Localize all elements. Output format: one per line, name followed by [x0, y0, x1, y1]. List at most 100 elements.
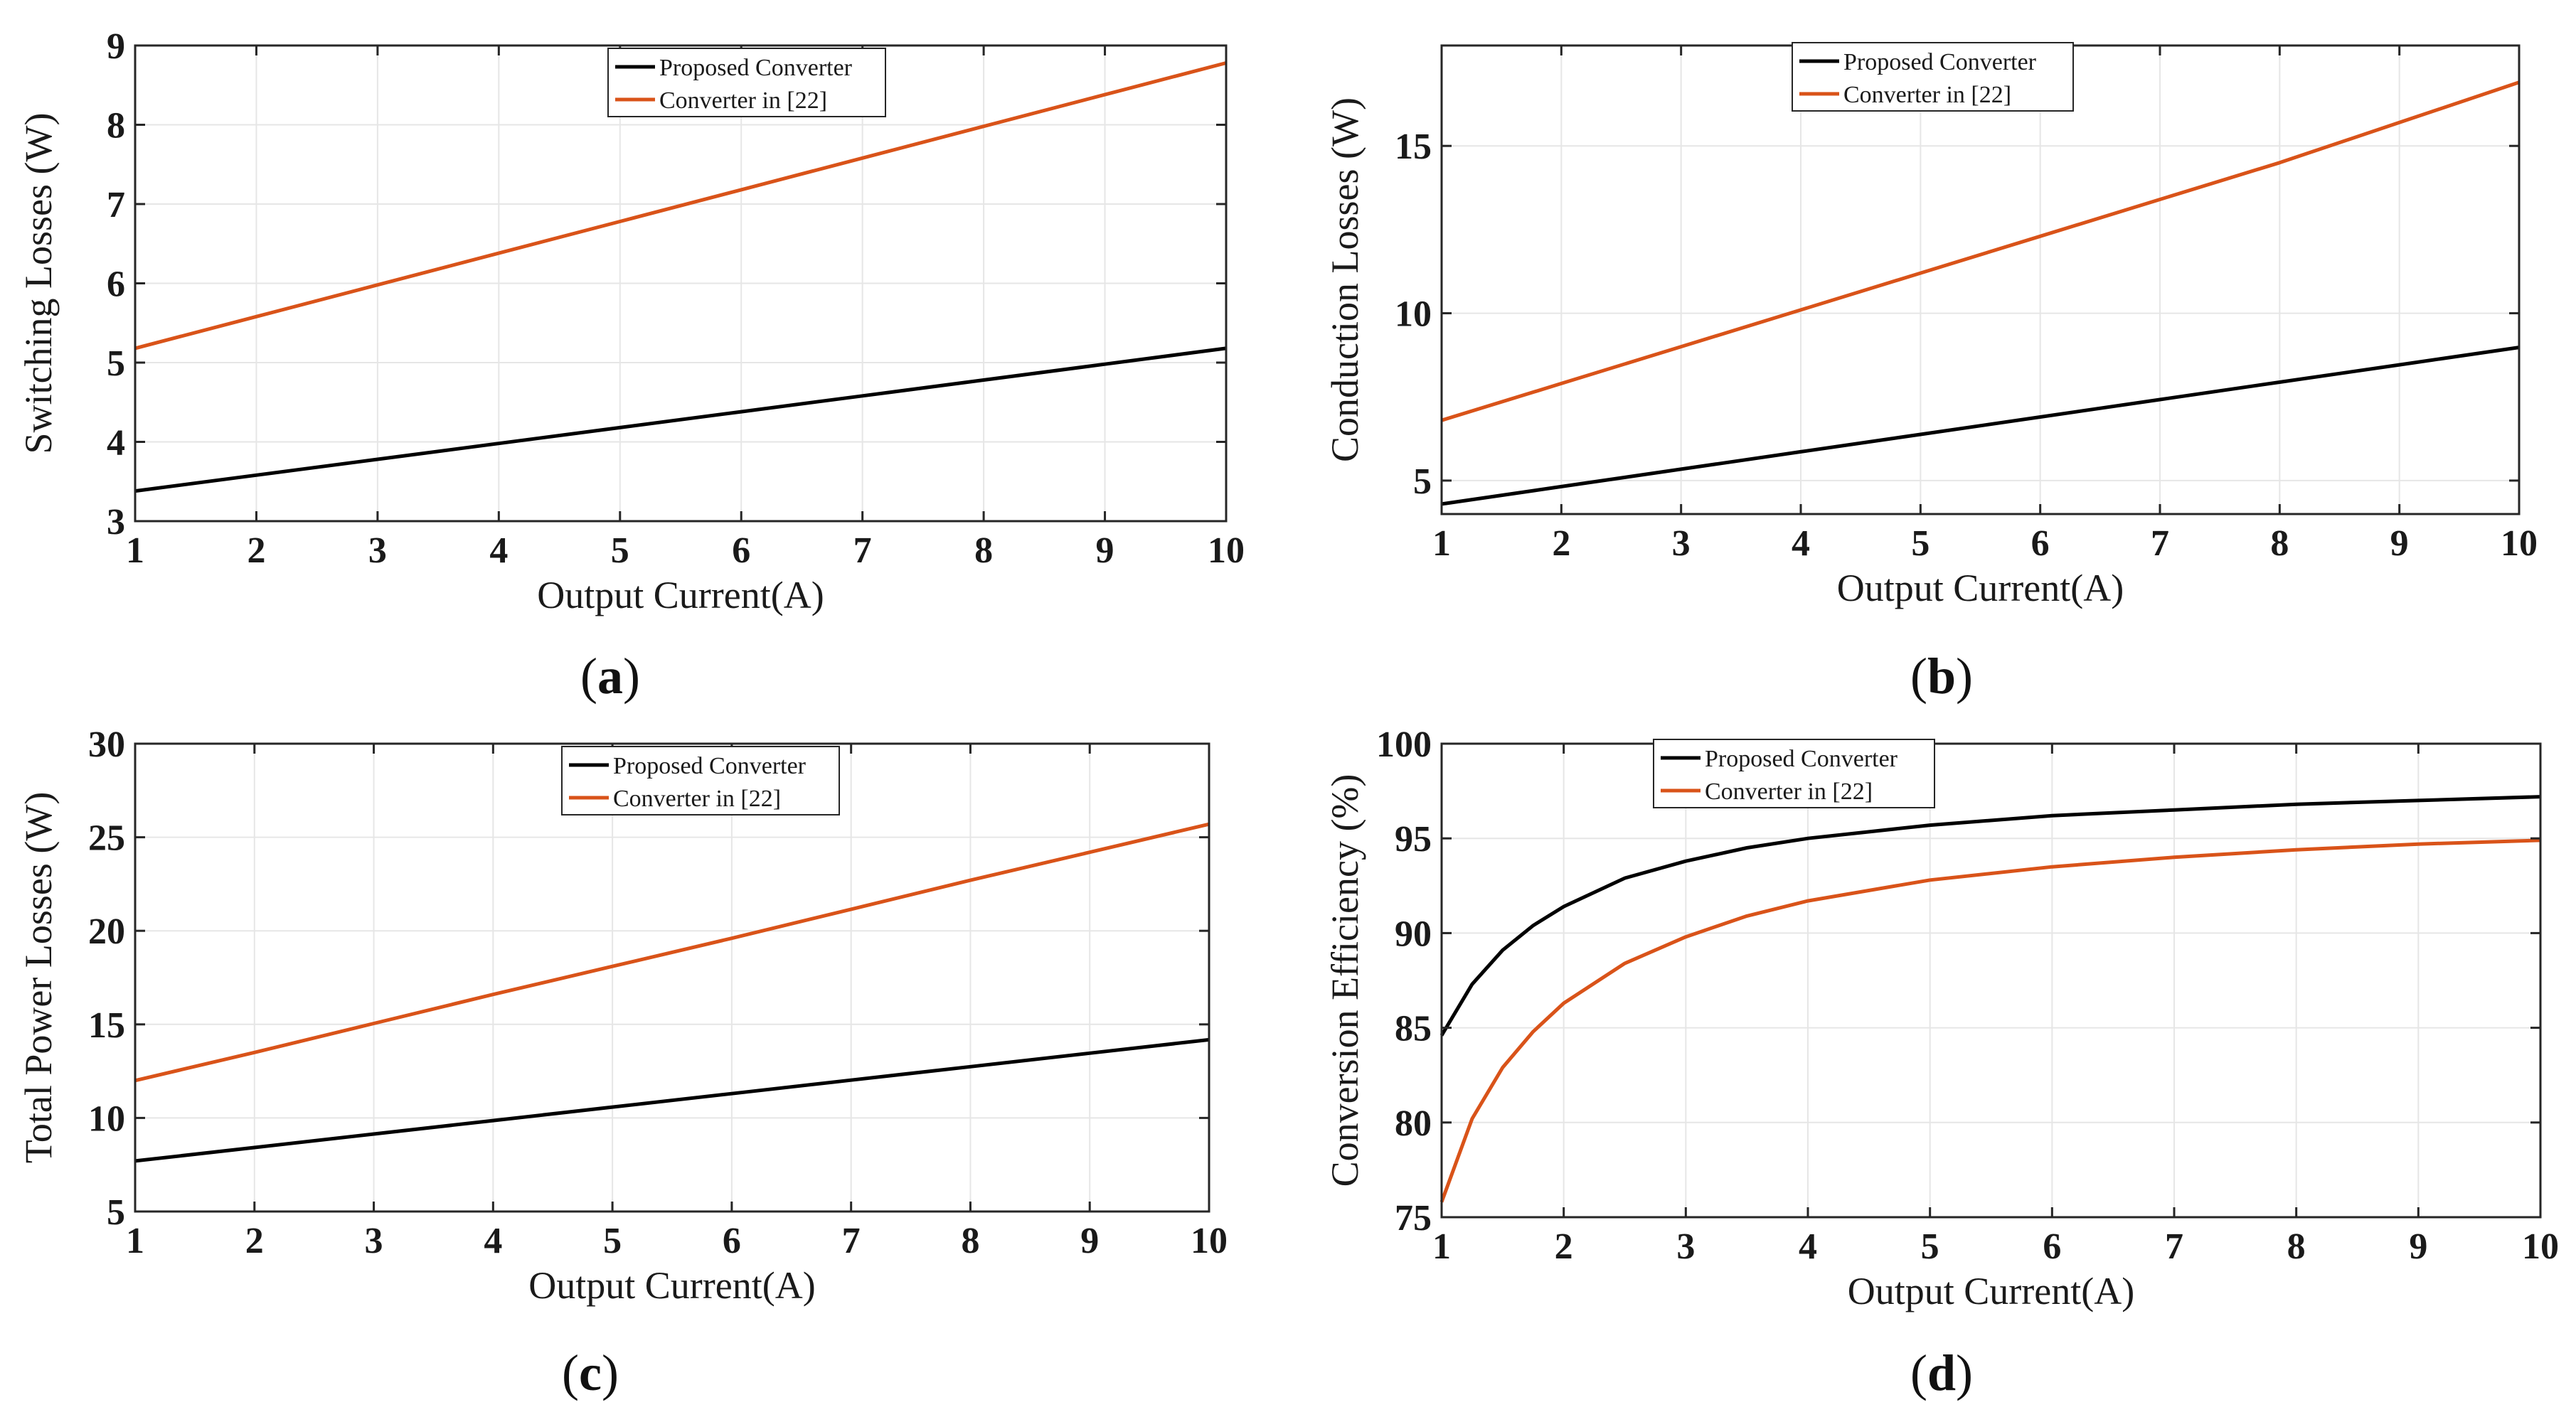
caption-close-paren: ) — [623, 648, 640, 705]
y-tick-label: 5 — [1413, 461, 1432, 502]
y-tick-label: 15 — [1395, 127, 1432, 167]
x-tick-label: 7 — [2151, 523, 2169, 564]
x-tick-label: 9 — [1096, 530, 1114, 571]
y-axis-label: Conduction Losses (W) — [1324, 97, 1366, 462]
legend-box — [1653, 739, 1935, 808]
series-line-converter-22 — [1439, 838, 2541, 1203]
x-tick-label: 8 — [974, 530, 993, 571]
x-tick-label: 3 — [1676, 1226, 1695, 1267]
x-axis-label: Output Current(A) — [1848, 1270, 2134, 1312]
x-tick-label: 7 — [853, 530, 872, 571]
x-tick-label: 9 — [2390, 523, 2409, 564]
x-tick-label: 3 — [368, 530, 387, 571]
y-axis-label: Switching Losses (W) — [17, 113, 60, 454]
chart-panel-a: 1 2 3 4 5 6 7 8 9 10 3 4 5 6 7 8 9 Output Current(A) Switc… — [17, 26, 1245, 705]
caption-open-paren: ( — [580, 648, 597, 705]
x-tick-label: 10 — [1208, 530, 1245, 571]
x-tick-label: 6 — [723, 1221, 741, 1261]
caption-close-paren: ) — [1956, 648, 1973, 705]
x-tick-label: 5 — [611, 530, 629, 571]
y-tick-label: 30 — [88, 724, 125, 765]
x-tick-label: 10 — [2522, 1226, 2559, 1267]
caption-close-paren: ) — [602, 1344, 619, 1401]
x-tick-label: 4 — [1799, 1226, 1817, 1267]
y-tick-label: 8 — [107, 106, 125, 146]
y-tick-label: 5 — [107, 343, 125, 384]
x-axis-label: Output Current(A) — [528, 1264, 815, 1307]
x-tick-label: 5 — [603, 1221, 622, 1261]
legend-entry-label: Proposed Converter — [659, 55, 853, 81]
panel-caption: (c) — [562, 1344, 619, 1401]
legend: Proposed Converter Converter in [22] — [607, 48, 886, 117]
y-tick-label: 7 — [107, 185, 125, 225]
chart-panel-c: 1 2 3 4 5 6 7 8 9 10 5 10 15 20 25 30 Output Current(A) T… — [17, 724, 1228, 1401]
series-line-proposed-converter — [134, 346, 1227, 493]
series-line-converter-22 — [1441, 80, 2520, 422]
y-tick-label: 9 — [107, 26, 125, 67]
x-axis-label: Output Current(A) — [1837, 567, 2124, 609]
legend-entry-label: Proposed Converter — [1843, 49, 2037, 75]
y-tick-label: 100 — [1376, 724, 1432, 765]
x-tick-label: 6 — [2043, 1226, 2061, 1267]
x-tick-label: 7 — [842, 1221, 861, 1261]
x-tick-label: 8 — [2287, 1226, 2306, 1267]
plot-area — [135, 744, 1209, 1212]
caption-letter: c — [579, 1344, 602, 1401]
y-tick-label: 4 — [107, 423, 125, 464]
x-tick-label: 8 — [961, 1221, 979, 1261]
series-line-proposed-converter — [1441, 346, 2520, 506]
caption-close-paren: ) — [1956, 1344, 1973, 1401]
legend-entry-label: Proposed Converter — [613, 753, 807, 779]
y-tick-label: 95 — [1395, 819, 1432, 860]
x-tick-label: 8 — [2270, 523, 2289, 564]
legend-entry-label: Converter in [22] — [1843, 82, 2011, 108]
plot-area — [1442, 46, 2519, 514]
x-tick-label: 5 — [1911, 523, 1930, 564]
y-tick-label: 15 — [88, 1005, 125, 1046]
legend: Proposed Converter Converter in [22] — [1653, 739, 1935, 808]
series-line-converter-22 — [134, 822, 1210, 1083]
x-tick-label: 3 — [365, 1221, 383, 1261]
x-tick-label: 7 — [2165, 1226, 2183, 1267]
x-tick-label: 4 — [489, 530, 508, 571]
legend-box — [607, 48, 886, 117]
x-axis-label: Output Current(A) — [537, 574, 824, 616]
x-tick-label: 6 — [732, 530, 750, 571]
x-tick-label: 4 — [484, 1221, 502, 1261]
x-tick-label: 2 — [1555, 1226, 1573, 1267]
x-tick-label: 6 — [2031, 523, 2050, 564]
x-tick-label: 9 — [1080, 1221, 1099, 1261]
y-tick-label: 3 — [107, 502, 125, 542]
x-tick-label: 2 — [1552, 523, 1570, 564]
legend-box — [1792, 42, 2074, 112]
x-tick-label: 1 — [1432, 1226, 1451, 1267]
x-tick-label: 2 — [247, 530, 265, 571]
caption-open-paren: ( — [1910, 648, 1927, 705]
panel-caption: (d) — [1910, 1344, 1973, 1401]
chart-panel-b: 1 2 3 4 5 6 7 8 9 10 5 10 15 Output Current(A) Conduct… — [1324, 42, 2538, 705]
legend: Proposed Converter Converter in [22] — [1792, 42, 2074, 112]
series-line-proposed-converter — [134, 1037, 1210, 1163]
panel-caption: (b) — [1910, 648, 1973, 705]
y-tick-label: 20 — [88, 911, 125, 952]
legend-entry-label: Proposed Converter — [1705, 746, 1898, 772]
y-tick-label: 25 — [88, 818, 125, 859]
x-tick-label: 4 — [1792, 523, 1810, 564]
panel-caption: (a) — [580, 648, 640, 705]
x-tick-label: 10 — [1191, 1221, 1228, 1261]
axes-frame — [134, 742, 1210, 1213]
y-tick-label: 85 — [1395, 1009, 1432, 1049]
axes-frame — [1440, 742, 2542, 1219]
x-tick-label: 2 — [245, 1221, 264, 1261]
legend-box — [561, 746, 840, 815]
y-tick-label: 80 — [1395, 1103, 1432, 1144]
y-tick-label: 10 — [88, 1098, 125, 1139]
legend: Proposed Converter Converter in [22] — [561, 746, 840, 815]
series-line-proposed-converter — [1439, 795, 2541, 1037]
x-tick-label: 1 — [126, 530, 144, 571]
caption-letter: d — [1927, 1344, 1956, 1401]
caption-letter: a — [597, 648, 623, 705]
x-tick-label: 3 — [1672, 523, 1691, 564]
legend-entry-label: Converter in [22] — [613, 786, 781, 812]
